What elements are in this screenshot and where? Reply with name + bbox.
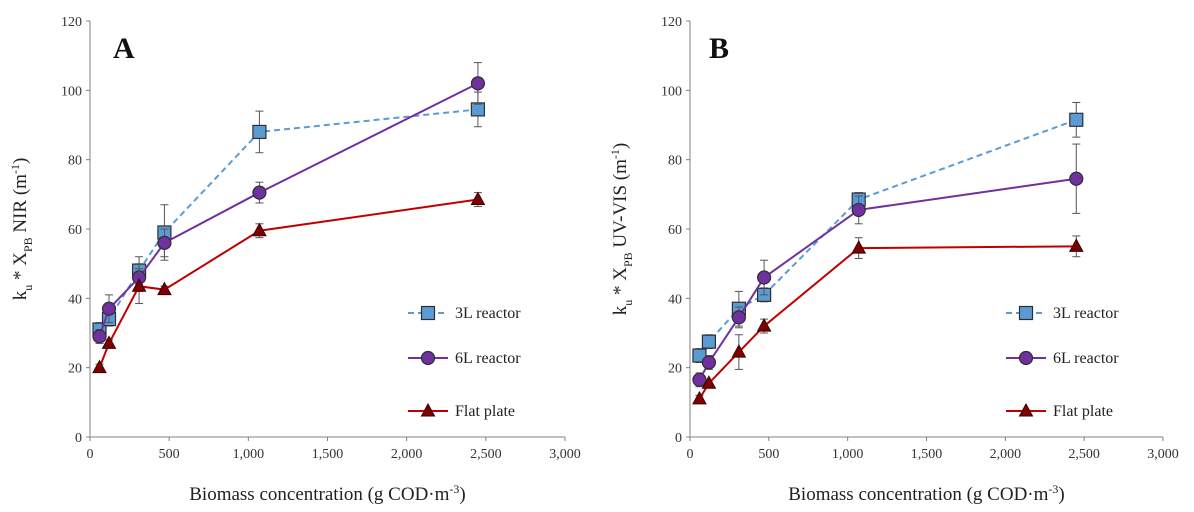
series-3l-reactor <box>692 101 1084 363</box>
x-tick-label: 3,000 <box>1147 447 1179 462</box>
chart-panel-a: 0 20 40 60 80 100 120 0 500 1,000 1,500 2,000 2,500 3… <box>8 15 581 505</box>
legend-label: 6L reactor <box>1053 350 1119 367</box>
x-axis-title: Biomass concentration (g COD·m-3) <box>788 482 1064 505</box>
legend-label: 6L reactor <box>455 350 521 367</box>
data-point <box>1069 171 1084 186</box>
data-point <box>157 281 172 296</box>
y-tick-label: 60 <box>668 223 682 238</box>
x-tick-label: 2,000 <box>391 447 423 462</box>
x-tick-label: 1,500 <box>312 447 344 462</box>
data-point <box>470 191 486 206</box>
legend-label: Flat plate <box>1053 403 1113 420</box>
data-point <box>851 240 867 254</box>
y-tick-label: 0 <box>675 431 682 446</box>
y-tick-label: 20 <box>68 362 82 377</box>
y-tick-label: 100 <box>61 84 82 99</box>
x-tick-label: 1,000 <box>233 447 265 462</box>
legend-marker <box>420 305 436 321</box>
series-line <box>698 177 1077 381</box>
data-point <box>92 359 107 374</box>
data-point <box>252 222 267 237</box>
legend-marker <box>420 350 436 366</box>
data-point <box>470 76 486 91</box>
y-tick-label: 40 <box>68 292 82 307</box>
panel-label: A <box>113 32 135 65</box>
series-6l-reactor <box>692 143 1084 388</box>
x-tick-label: 500 <box>758 447 779 462</box>
x-tick-label: 1,000 <box>832 447 864 462</box>
y-tick-label: 100 <box>661 84 682 99</box>
data-point <box>1069 112 1084 127</box>
x-tick-label: 500 <box>159 447 180 462</box>
x-tick-label: 1,500 <box>911 447 943 462</box>
series-line <box>98 198 479 369</box>
data-point <box>756 318 772 332</box>
legend-entry: Flat plate <box>1006 402 1113 420</box>
y-tick-label: 120 <box>661 15 682 30</box>
y-axis-title: ku * XPB UV-VIS (m-1) <box>608 143 635 316</box>
x-tick-label: 2,500 <box>470 447 502 462</box>
data-point <box>851 202 866 218</box>
y-tick-label: 80 <box>668 154 682 169</box>
data-point <box>757 270 772 285</box>
legend-marker <box>1018 350 1034 366</box>
data-point <box>692 390 707 405</box>
legend-marker <box>1018 305 1034 321</box>
series-line <box>98 82 479 337</box>
data-point <box>252 124 267 140</box>
series-line <box>98 108 479 331</box>
legend-entry: 6L reactor <box>1006 350 1119 367</box>
y-tick-label: 80 <box>68 154 82 169</box>
data-point <box>1068 238 1084 252</box>
data-point <box>701 355 717 370</box>
data-point <box>131 278 147 292</box>
series-line <box>698 245 1077 400</box>
y-tick-label: 40 <box>668 292 682 307</box>
x-tick-label: 0 <box>687 447 694 462</box>
data-point <box>101 301 117 316</box>
legend-label: Flat plate <box>455 403 515 420</box>
series-flat-plate <box>92 191 486 374</box>
legend-marker <box>1018 402 1034 417</box>
data-point <box>92 329 107 344</box>
y-tick-label: 60 <box>68 223 82 238</box>
data-point <box>252 185 267 200</box>
chart-panel-b: 0 20 40 60 80 100 120 0 500 1,000 1,500 2,000 2,500 3… <box>608 15 1179 505</box>
y-tick-label: 20 <box>668 362 682 377</box>
x-tick-label: 3,000 <box>549 447 581 462</box>
legend-entry: 3L reactor <box>1006 305 1119 322</box>
y-axis-title: ku * XPB NIR (m-1) <box>8 158 35 301</box>
legend-marker <box>420 402 436 417</box>
data-point <box>701 375 717 389</box>
data-point <box>701 334 717 349</box>
legend-entry: 3L reactor <box>408 305 521 322</box>
x-tick-label: 2,000 <box>990 447 1022 462</box>
data-point <box>157 235 172 250</box>
legend-label: 3L reactor <box>1053 305 1119 322</box>
x-axis-title: Biomass concentration (g COD·m-3) <box>189 482 465 505</box>
data-point <box>731 344 747 358</box>
x-tick-label: 2,500 <box>1068 447 1100 462</box>
data-point <box>731 310 746 325</box>
legend-entry: 6L reactor <box>408 350 521 367</box>
series-flat-plate <box>692 235 1084 405</box>
y-tick-label: 120 <box>61 15 82 30</box>
panel-label: B <box>709 32 729 65</box>
legend-label: 3L reactor <box>455 305 521 322</box>
data-point <box>101 335 117 349</box>
data-point <box>470 102 486 117</box>
series-3l-reactor <box>92 91 486 337</box>
series-line <box>698 118 1077 357</box>
series-6l-reactor <box>92 62 486 344</box>
legend-entry: Flat plate <box>408 402 515 420</box>
x-tick-label: 0 <box>87 447 94 462</box>
y-tick-label: 0 <box>75 431 82 446</box>
